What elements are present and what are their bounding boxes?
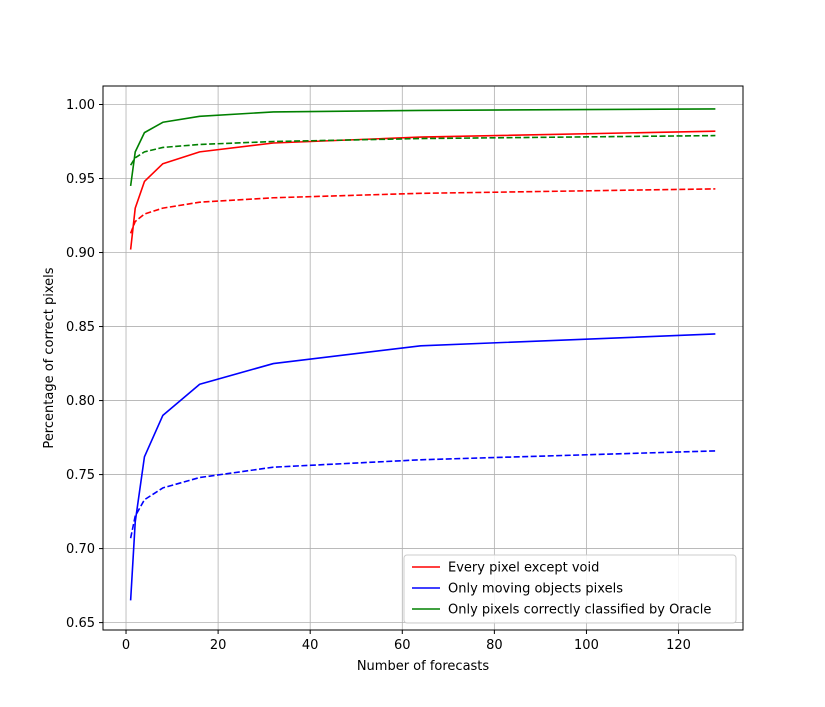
plot-frame — [102, 85, 744, 631]
legend-box — [403, 554, 737, 624]
series-line — [129, 108, 716, 187]
legend-entry: Only pixels correctly classified by Orac… — [448, 603, 711, 618]
series-lines — [129, 108, 716, 601]
grid — [103, 86, 743, 630]
y-tick-label: 0.95 — [66, 172, 95, 187]
series-line-dashed — [129, 134, 716, 166]
x-tick-label: 0 — [122, 638, 130, 653]
legend-entry: Only moving objects pixels — [448, 582, 623, 597]
x-tick-label: 120 — [666, 638, 691, 653]
y-tick-label: 0.75 — [66, 468, 95, 483]
legend: Every pixel except void Only moving objec… — [403, 554, 737, 624]
y-tick-label: 0.70 — [66, 542, 95, 557]
x-tick-label: 60 — [394, 638, 411, 653]
y-tick-label: 0.80 — [66, 394, 95, 409]
x-axis-label: Number of forecasts — [357, 659, 490, 674]
x-tick-label: 40 — [302, 638, 319, 653]
legend-entry: Every pixel except void — [448, 561, 599, 576]
x-tick-label: 20 — [210, 638, 227, 653]
axis-ticks: 0 20 40 60 80 100 120 0.65 0.70 0.75 0.80 0.85 0.90 0… — [66, 98, 691, 653]
x-tick-label: 80 — [486, 638, 503, 653]
y-axis-label: Percentage of correct pixels — [42, 267, 57, 448]
series-line — [129, 333, 716, 601]
series-line-dashed — [129, 450, 716, 539]
y-tick-label: 0.85 — [66, 320, 95, 335]
series-line-dashed — [129, 188, 716, 234]
y-tick-label: 0.90 — [66, 246, 95, 261]
y-tick-label: 1.00 — [66, 98, 95, 113]
series-line — [129, 130, 716, 250]
y-tick-label: 0.65 — [66, 616, 95, 631]
x-tick-label: 100 — [574, 638, 599, 653]
